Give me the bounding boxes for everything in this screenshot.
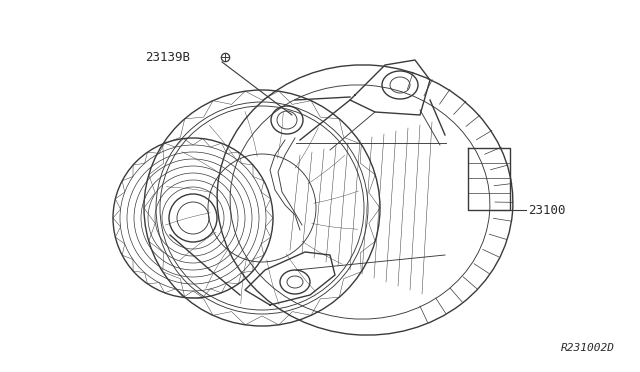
Text: 23139B: 23139B — [145, 51, 190, 64]
Text: R231002D: R231002D — [561, 343, 615, 353]
Text: 23100: 23100 — [528, 203, 566, 217]
